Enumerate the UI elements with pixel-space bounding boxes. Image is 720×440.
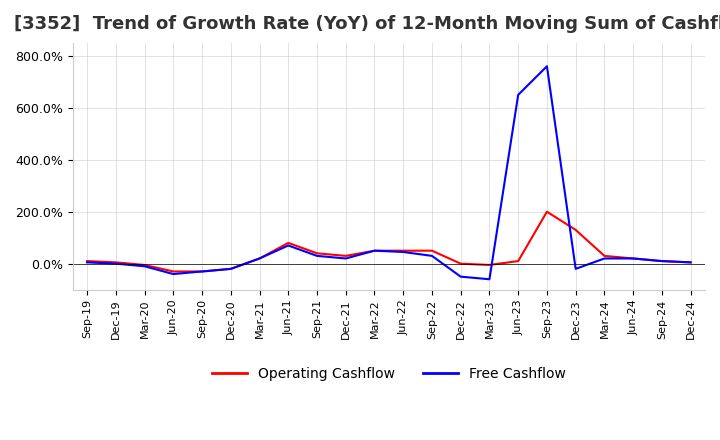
Operating Cashflow xyxy=(284,240,292,246)
Free Cashflow xyxy=(600,256,608,261)
Free Cashflow xyxy=(399,249,408,255)
Free Cashflow xyxy=(312,253,321,259)
Free Cashflow xyxy=(284,243,292,248)
Free Cashflow xyxy=(428,253,436,259)
Free Cashflow xyxy=(370,248,379,253)
Operating Cashflow xyxy=(112,260,120,265)
Free Cashflow xyxy=(686,260,695,265)
Operating Cashflow xyxy=(600,253,608,259)
Free Cashflow xyxy=(255,256,264,261)
Line: Operating Cashflow: Operating Cashflow xyxy=(87,212,690,271)
Free Cashflow xyxy=(112,261,120,266)
Operating Cashflow xyxy=(169,269,178,274)
Title: [3352]  Trend of Growth Rate (YoY) of 12-Month Moving Sum of Cashflows: [3352] Trend of Growth Rate (YoY) of 12-… xyxy=(14,15,720,33)
Operating Cashflow xyxy=(83,258,91,264)
Operating Cashflow xyxy=(312,251,321,256)
Free Cashflow xyxy=(456,274,465,279)
Operating Cashflow xyxy=(341,253,350,259)
Operating Cashflow xyxy=(456,261,465,266)
Free Cashflow xyxy=(485,277,494,282)
Operating Cashflow xyxy=(686,260,695,265)
Free Cashflow xyxy=(83,260,91,265)
Operating Cashflow xyxy=(485,262,494,268)
Operating Cashflow xyxy=(227,266,235,271)
Operating Cashflow xyxy=(370,248,379,253)
Free Cashflow xyxy=(657,258,666,264)
Operating Cashflow xyxy=(514,258,523,264)
Free Cashflow xyxy=(629,256,637,261)
Free Cashflow xyxy=(198,269,207,274)
Operating Cashflow xyxy=(198,269,207,274)
Operating Cashflow xyxy=(572,227,580,233)
Free Cashflow xyxy=(227,266,235,271)
Operating Cashflow xyxy=(140,262,149,268)
Line: Free Cashflow: Free Cashflow xyxy=(87,66,690,279)
Free Cashflow xyxy=(572,266,580,271)
Operating Cashflow xyxy=(428,248,436,253)
Legend: Operating Cashflow, Free Cashflow: Operating Cashflow, Free Cashflow xyxy=(207,361,571,386)
Free Cashflow xyxy=(514,92,523,98)
Operating Cashflow xyxy=(399,248,408,253)
Operating Cashflow xyxy=(543,209,552,214)
Free Cashflow xyxy=(140,264,149,269)
Operating Cashflow xyxy=(629,256,637,261)
Free Cashflow xyxy=(341,256,350,261)
Free Cashflow xyxy=(169,271,178,277)
Operating Cashflow xyxy=(255,256,264,261)
Free Cashflow xyxy=(543,64,552,69)
Operating Cashflow xyxy=(657,258,666,264)
